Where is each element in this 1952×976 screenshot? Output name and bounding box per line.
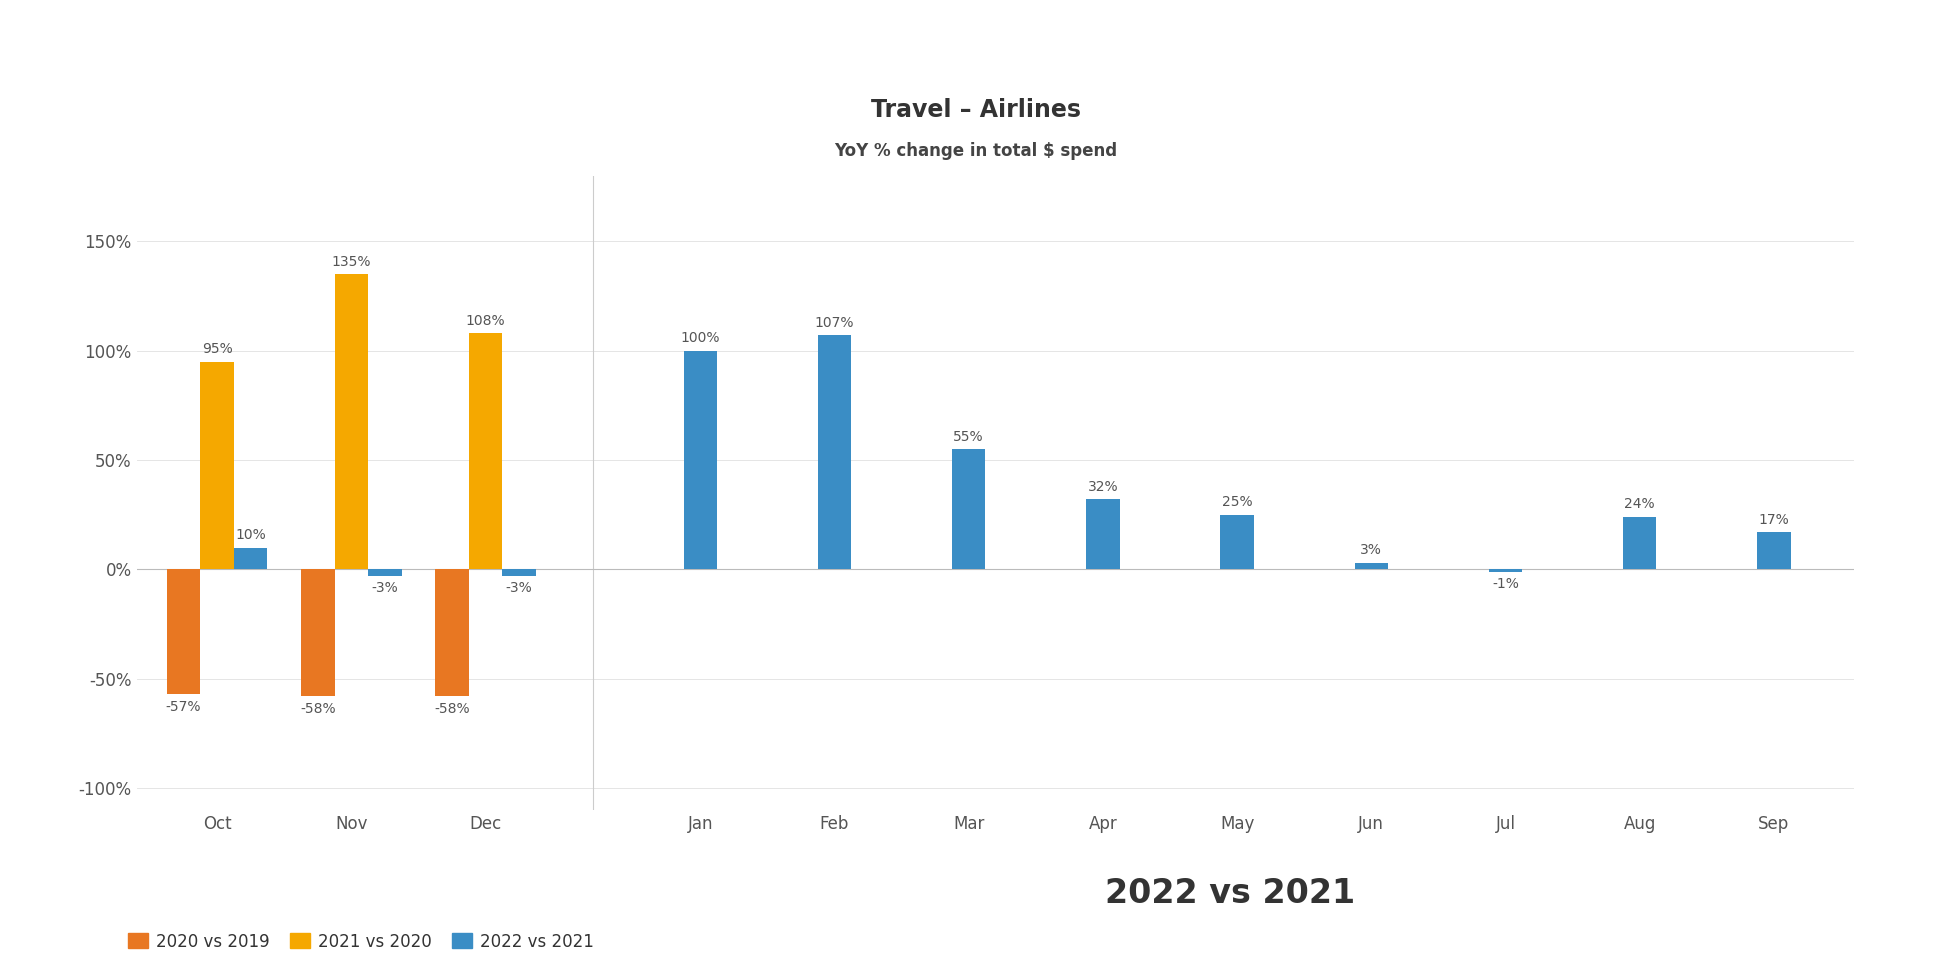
Bar (683, 350, 716, 569)
Text: 24%: 24% (1624, 498, 1655, 511)
Bar (201, 362, 234, 569)
Text: 3%: 3% (1361, 544, 1382, 557)
Bar (1489, 569, 1523, 572)
Bar (1622, 517, 1657, 569)
Bar (1355, 563, 1388, 569)
Bar (818, 336, 851, 569)
Text: 10%: 10% (236, 528, 265, 542)
Bar (953, 449, 986, 569)
Bar (435, 569, 468, 696)
Bar (502, 569, 537, 576)
Text: 95%: 95% (201, 343, 232, 356)
Bar (369, 569, 402, 576)
Text: -3%: -3% (371, 582, 398, 595)
Bar (468, 333, 502, 569)
Text: -1%: -1% (1491, 577, 1519, 591)
Text: 100%: 100% (681, 331, 720, 346)
Text: YoY % change in total $ spend: YoY % change in total $ spend (834, 142, 1118, 159)
Text: Travel – Airlines: Travel – Airlines (871, 98, 1081, 122)
Text: 32%: 32% (1087, 480, 1118, 494)
Legend: 2020 vs 2019, 2021 vs 2020, 2022 vs 2021: 2020 vs 2019, 2021 vs 2020, 2022 vs 2021 (127, 933, 593, 951)
Bar (1757, 532, 1790, 569)
Text: 17%: 17% (1759, 512, 1790, 527)
Text: 135%: 135% (332, 255, 371, 268)
Bar (166, 569, 201, 694)
Bar (334, 274, 369, 569)
Text: -3%: -3% (506, 582, 533, 595)
Text: 2022 vs 2021: 2022 vs 2021 (1105, 876, 1355, 910)
Text: -58%: -58% (301, 702, 336, 715)
Text: -57%: -57% (166, 700, 201, 713)
Text: -58%: -58% (433, 702, 470, 715)
Text: 25%: 25% (1222, 495, 1253, 509)
Bar (301, 569, 334, 696)
Bar (234, 548, 267, 569)
Text: 108%: 108% (467, 313, 506, 328)
Bar (1220, 514, 1253, 569)
Text: 107%: 107% (814, 316, 855, 330)
Bar (1085, 500, 1120, 569)
Text: 55%: 55% (953, 429, 984, 444)
